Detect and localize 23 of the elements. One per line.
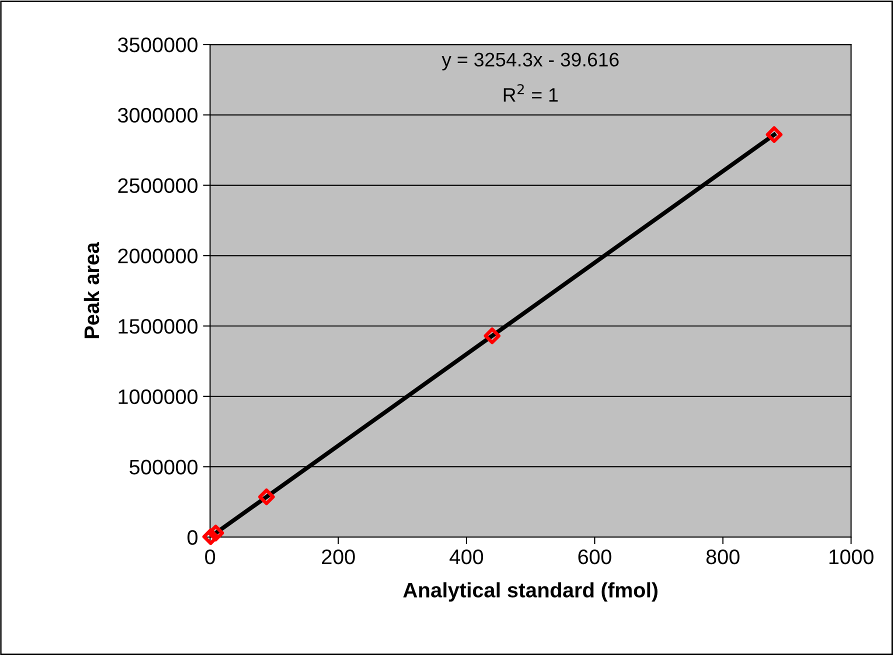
x-tick-label: 600 [578,549,612,564]
y-axis-title: Peak area [84,242,100,338]
y-tick-label: 1500000 [118,319,198,334]
annotation: y = 3254.3x - 39.616 [442,52,619,70]
y-tick-label: 3500000 [118,38,198,52]
x-tick-label: 800 [706,549,740,564]
x-tick-label: 200 [322,549,355,564]
x-tick-label: 0 [205,549,216,564]
y-tick-label: 1000000 [118,389,198,404]
y-tick-label: 2000000 [118,248,198,264]
point [484,328,500,344]
point [258,488,275,506]
point [766,126,782,143]
y-tick-label: 3000000 [118,108,198,123]
y-tick-label: 500000 [130,460,198,474]
y-tick-label: 0 [188,530,198,545]
y-tick-label: 2500000 [118,178,198,194]
point [202,528,219,545]
x-tick-label: 1000 [830,549,874,564]
annotation: R$^{2}$ = 1 [504,84,558,102]
point [207,524,224,542]
x-axis-title: Analytical standard (fmol) [403,582,658,602]
x-tick-label: 400 [450,549,484,564]
